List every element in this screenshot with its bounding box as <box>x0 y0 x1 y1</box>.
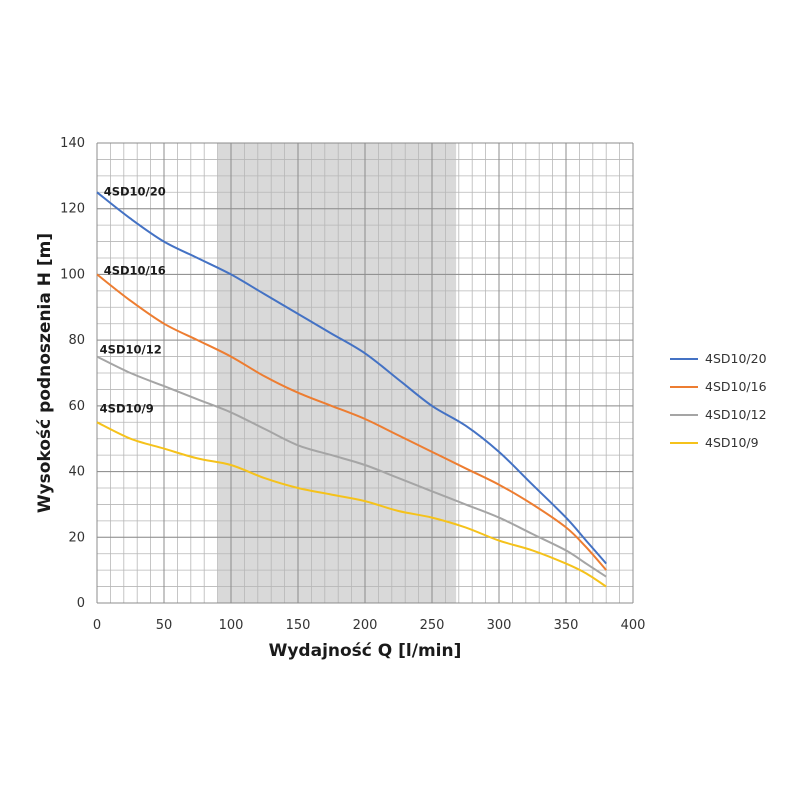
y-tick-label: 100 <box>60 267 85 282</box>
legend-entry: 4SD10/16 <box>705 379 767 394</box>
curve-label: 4SD10/9 <box>100 401 154 415</box>
y-tick-label: 120 <box>60 202 85 217</box>
curve-label: 4SD10/12 <box>100 342 162 356</box>
x-axis-ticks: 0 50 100 150 200 250 300 350 400 <box>93 618 646 633</box>
x-tick-label: 200 <box>353 618 378 633</box>
x-tick-label: 400 <box>621 618 646 633</box>
legend-entry: 4SD10/12 <box>705 407 767 422</box>
curve-labels: 4SD10/20 4SD10/16 4SD10/12 4SD10/9 <box>100 185 166 416</box>
legend: 4SD10/20 4SD10/16 4SD10/12 4SD10/9 <box>670 351 767 450</box>
y-tick-label: 0 <box>77 596 85 611</box>
x-axis-title: Wydajność Q [l/min] <box>269 641 462 661</box>
x-tick-label: 0 <box>93 618 101 633</box>
series-line-4sd10-16 <box>96 273 607 571</box>
y-axis-title: Wysokość podnoszenia H [m] <box>35 233 55 513</box>
x-tick-label: 150 <box>286 618 311 633</box>
y-tick-label: 60 <box>68 399 85 414</box>
legend-entry: 4SD10/9 <box>705 435 759 450</box>
x-tick-label: 100 <box>219 618 244 633</box>
series-line-4sd10-9 <box>96 421 607 588</box>
curve-label: 4SD10/16 <box>104 263 166 277</box>
y-tick-label: 40 <box>68 465 85 480</box>
x-tick-label: 350 <box>554 618 579 633</box>
curve-label: 4SD10/20 <box>104 185 166 199</box>
x-tick-label: 250 <box>420 618 445 633</box>
legend-entry: 4SD10/20 <box>705 351 767 366</box>
y-tick-label: 20 <box>68 530 85 545</box>
series-line-4sd10-12 <box>96 355 607 578</box>
y-tick-label: 80 <box>68 333 85 348</box>
x-tick-label: 50 <box>156 618 173 633</box>
series-lines <box>96 191 607 588</box>
x-tick-label: 300 <box>487 618 512 633</box>
y-tick-label: 140 <box>60 136 85 151</box>
series-line-4sd10-20 <box>96 191 607 565</box>
y-axis-ticks: 0 20 40 60 80 100 120 140 <box>60 136 85 611</box>
